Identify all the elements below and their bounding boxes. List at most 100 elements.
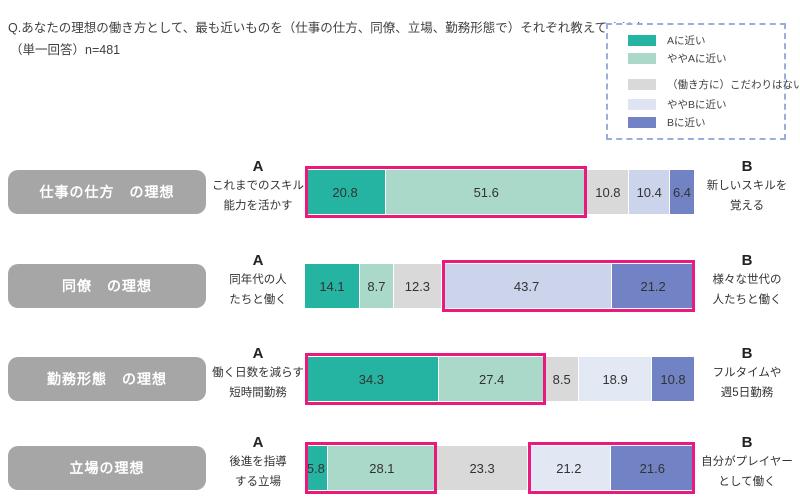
segment-value: 6.4 (672, 184, 692, 200)
legend-box: Aに近い ややAに近い （働き方に）こだわりはない ややBに近い Bに近い (606, 23, 800, 140)
option-a-letter: A (252, 434, 264, 451)
question-title-line1: Q.あなたの理想の働き方として、最も近いものを（仕事の仕方、同僚、立場、勤務形態… (8, 21, 670, 35)
question-title: Q.あなたの理想の働き方として、最も近いものを（仕事の仕方、同僚、立場、勤務形態… (8, 17, 669, 61)
option-a-label: A 後進を指導 する立場 (212, 433, 304, 492)
bar-segment: 23.3 (437, 446, 529, 490)
legend-swatch-no-preference (628, 79, 656, 90)
question-title-line2: （単一回答）n=481 (10, 43, 121, 57)
option-a-text: する立場 (235, 476, 281, 488)
legend-label: Bに近い (667, 117, 706, 129)
legend-label: ややAに近い (667, 53, 727, 65)
segment-value: 8.5 (552, 371, 571, 387)
bar-segment: 51.6 (386, 170, 588, 214)
option-b-letter: B (741, 434, 753, 451)
option-b-text: 新しいスキルを (706, 180, 788, 192)
bar-segment: 43.7 (441, 264, 613, 308)
stacked-bar: 20.8 51.6 10.8 10.4 6.4 (305, 166, 695, 218)
option-a-letter: A (252, 345, 264, 362)
legend-item-somewhat-a: ややAに近い (628, 52, 776, 65)
segment-value: 28.1 (369, 460, 395, 476)
segment-value: 21.2 (556, 460, 582, 476)
option-a-label: A 同年代の人 たちと働く (212, 251, 304, 310)
option-a-label: A これまでのスキル 能力を活かす (212, 157, 304, 216)
bar-segment: 6.4 (670, 170, 695, 214)
bar-segment: 28.1 (327, 446, 438, 490)
segment-value: 18.9 (602, 371, 628, 387)
segment-value: 5.8 (306, 460, 325, 476)
option-a-text: 働く日数を減らす (212, 367, 304, 379)
legend-item-close-to-a: Aに近い (628, 34, 776, 47)
category-label: 勤務形態 の理想 (8, 357, 206, 401)
option-b-label: B 自分がプレイヤー として働く (699, 433, 795, 492)
bar-segment: 10.8 (587, 170, 630, 214)
bar-segment: 8.5 (545, 357, 579, 401)
option-a-letter: A (252, 158, 264, 175)
segment-value: 34.3 (358, 371, 385, 387)
option-a-text: たちと働く (229, 294, 287, 306)
bar-segment: 8.7 (359, 264, 394, 308)
segment-value: 10.4 (636, 184, 662, 200)
bar-segment: 21.2 (612, 264, 695, 308)
stacked-bar: 5.8 28.1 23.3 21.2 21.6 (305, 442, 695, 494)
bar-segment: 5.8 (305, 446, 328, 490)
segment-value: 21.6 (639, 460, 665, 476)
option-a-text: 短時間勤務 (229, 387, 287, 399)
segment-value: 21.2 (640, 278, 666, 294)
option-b-text: 週5日勤務 (720, 387, 774, 399)
legend-label: （働き方に）こだわりはない (667, 79, 800, 91)
option-b-text: として働く (718, 476, 776, 488)
chart-row-work-schedule: 勤務形態 の理想 A 働く日数を減らす 短時間勤務 34.3 27.4 8.5 … (0, 345, 800, 405)
option-b-label: B フルタイムや 週5日勤務 (699, 344, 795, 403)
segment-value: 20.8 (332, 184, 358, 200)
option-a-text: これまでのスキル (212, 180, 304, 192)
option-b-text: フルタイムや (712, 367, 782, 379)
legend-swatch-somewhat-b (628, 99, 656, 110)
legend-item-somewhat-b: ややBに近い (628, 98, 776, 111)
legend-swatch-somewhat-a (628, 53, 656, 64)
bar-segment: 18.9 (578, 357, 653, 401)
legend-item-close-to-b: Bに近い (628, 116, 776, 129)
category-label: 立場の理想 (8, 446, 206, 490)
option-b-letter: B (741, 158, 753, 175)
option-a-label: A 働く日数を減らす 短時間勤務 (212, 344, 304, 403)
bar-segment: 27.4 (438, 357, 546, 401)
segment-value: 10.8 (595, 184, 621, 200)
chart-row-position: 立場の理想 A 後進を指導 する立場 5.8 28.1 23.3 21.2 21… (0, 434, 800, 494)
stacked-bar: 14.1 8.7 12.3 43.7 21.2 (305, 260, 695, 312)
segment-value: 14.1 (319, 278, 345, 294)
option-b-letter: B (741, 345, 753, 362)
legend-swatch-close-to-a (628, 35, 656, 46)
segment-value: 51.6 (473, 184, 499, 200)
category-label: 同僚 の理想 (8, 264, 206, 308)
option-b-text: 様々な世代の (712, 274, 782, 286)
segment-value: 23.3 (469, 460, 495, 476)
legend-item-no-preference: （働き方に）こだわりはない (628, 78, 800, 91)
segment-value: 43.7 (513, 278, 540, 294)
segment-value: 10.8 (660, 371, 686, 387)
segment-value: 8.7 (367, 278, 386, 294)
bar-segment: 20.8 (305, 170, 387, 214)
legend-swatch-close-to-b (628, 117, 656, 128)
bar-segment: 12.3 (393, 264, 442, 308)
option-a-text: 後進を指導 (229, 456, 287, 468)
bar-segment: 10.8 (652, 357, 695, 401)
option-b-label: B 新しいスキルを 覚える (699, 157, 795, 216)
option-a-text: 能力を活かす (223, 200, 293, 212)
bar-segment: 34.3 (305, 357, 439, 401)
legend-label: ややBに近い (667, 99, 727, 111)
legend-label: Aに近い (667, 35, 706, 47)
category-label: 仕事の仕方 の理想 (8, 170, 206, 214)
option-b-label: B 様々な世代の 人たちと働く (699, 251, 795, 310)
bar-segment: 10.4 (629, 170, 670, 214)
option-b-text: 人たちと働く (712, 294, 782, 306)
chart-row-colleagues: 同僚 の理想 A 同年代の人 たちと働く 14.1 8.7 12.3 43.7 … (0, 252, 800, 312)
bar-segment: 14.1 (305, 264, 360, 308)
option-a-text: 同年代の人 (229, 274, 287, 286)
chart-row-work-style: 仕事の仕方 の理想 A これまでのスキル 能力を活かす 20.8 51.6 10… (0, 158, 800, 218)
option-b-letter: B (741, 252, 753, 269)
option-b-text: 自分がプレイヤー (701, 456, 793, 468)
segment-value: 12.3 (404, 278, 431, 294)
stacked-bar: 34.3 27.4 8.5 18.9 10.8 (305, 353, 695, 405)
segment-value: 27.4 (479, 371, 505, 387)
